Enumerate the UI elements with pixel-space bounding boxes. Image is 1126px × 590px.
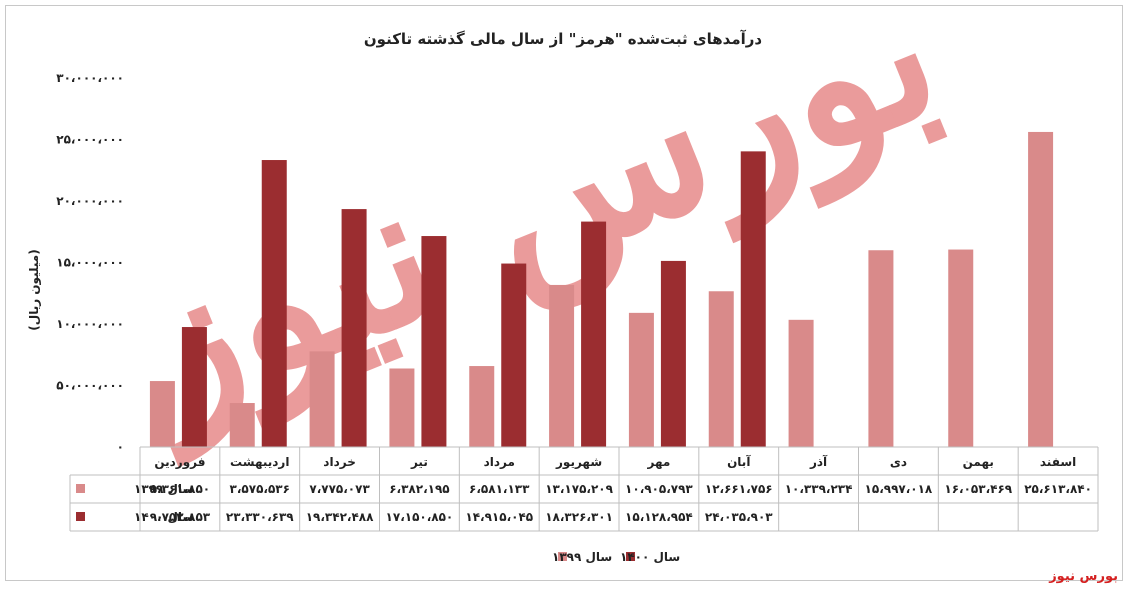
data-table: فروردین اردیبهشت خرداد تیر مرداد شهریور مهر آبا… (69, 446, 1099, 532)
data-label: ۲۵،۶۱۳،۸۴۰ (1024, 482, 1092, 496)
data-label: ۱۵،۹۹۷،۰۱۸ (865, 482, 933, 496)
data-label: ۱۰،۳۳۹،۲۳۴ (785, 482, 853, 496)
source-label: بورس نیوز (1049, 569, 1118, 584)
y-tick-label: ۱۰،۰۰۰،۰۰۰ (56, 317, 124, 331)
data-label: ۱۶،۰۵۳،۴۶۹ (944, 482, 1012, 496)
y-tick-label: ۳۰،۰۰۰،۰۰۰ (56, 71, 124, 85)
bar (708, 291, 734, 447)
bar (581, 221, 607, 447)
table-series-label: سال ۱۳۹۹ (134, 482, 194, 496)
legend-key (558, 552, 567, 561)
table-legend-key (76, 512, 85, 521)
legend: سال ۱۴۰۰ سال ۱۳۹۹ (552, 550, 680, 564)
data-label: ۳،۵۷۵،۵۳۶ (230, 482, 290, 496)
bar (501, 263, 527, 447)
data-label: ۱۷،۱۵۰،۸۵۰ (386, 510, 454, 524)
y-tick-label: ۵۰،۰۰۰،۰۰۰ (56, 379, 124, 393)
watermark-text: بورس نیوز (93, 0, 968, 468)
data-label: ۱۲،۶۶۱،۷۵۶ (705, 482, 773, 496)
x-tick-label: مهر (647, 455, 671, 469)
chart-title: درآمدهای ثبت‌شده "هرمز" از سال مالی گذشت… (364, 30, 763, 48)
data-label: ۲۳،۳۳۰،۶۳۹ (226, 510, 294, 524)
bar (389, 368, 415, 447)
bar (948, 249, 974, 447)
x-tick-label: اردیبهشت (230, 455, 289, 469)
y-tick-label: ۲۵،۰۰۰،۰۰۰ (56, 133, 124, 147)
y-axis: ۰ ۵۰،۰۰۰،۰۰۰ ۱۰،۰۰۰،۰۰۰ ۱۵،۰۰۰،۰۰۰ ۲۰،۰۰۰،۰۰… (56, 71, 124, 454)
y-axis-title: (میلیون ریال) (27, 249, 42, 330)
data-label: ۱۴،۹۱۵،۰۴۵ (465, 510, 533, 524)
table-series-label: سال ۱۴۰۰ (134, 510, 194, 524)
bar (181, 327, 207, 447)
bar (309, 351, 335, 447)
x-tick-label: شهریور (555, 455, 602, 470)
bar (549, 284, 575, 447)
legend-label: سال ۱۳۹۹ (552, 550, 612, 564)
data-label: ۶،۳۸۲،۱۹۵ (389, 482, 449, 496)
data-label: ۷،۷۷۵،۰۷۳ (309, 482, 370, 496)
x-tick-label: خرداد (323, 455, 356, 469)
data-label: ۵،۳۶۱،۸۵۰ (150, 482, 210, 496)
x-tick-label: اسفند (1040, 455, 1076, 469)
bar (229, 403, 255, 447)
bar (660, 260, 686, 447)
y-tick-label: ۲۰،۰۰۰،۰۰۰ (56, 194, 124, 208)
x-tick-label: آذر (809, 454, 828, 469)
bar (740, 151, 766, 447)
legend-key (626, 552, 635, 561)
bar (1028, 131, 1054, 447)
data-label: ۱۵،۱۲۸،۹۵۴ (625, 510, 693, 524)
data-label: ۶،۵۸۱،۱۳۳ (469, 482, 530, 496)
data-label: ۱۰،۹۰۵،۷۹۳ (625, 482, 693, 496)
watermark: بورس نیوز (93, 0, 968, 468)
table-legend-key (76, 484, 85, 493)
bar (788, 319, 814, 447)
data-label: ۱۳،۱۷۵،۲۰۹ (545, 482, 613, 496)
x-tick-label: آبان (727, 454, 751, 469)
x-tick-label: مرداد (484, 455, 515, 469)
x-tick-label: دی (890, 455, 907, 469)
bar (868, 250, 894, 447)
y-tick-label: ۰ (117, 440, 124, 454)
x-tick-label: فروردین (154, 455, 205, 470)
data-label: ۱۹،۳۴۲،۴۸۸ (306, 510, 374, 524)
bar (149, 381, 175, 447)
x-tick-label: بهمن (963, 455, 994, 469)
data-label: ۲۴،۰۳۵،۹۰۳ (705, 510, 773, 524)
bar (469, 366, 495, 447)
bar (261, 160, 287, 447)
bar (341, 209, 367, 447)
bar (628, 312, 654, 447)
legend-label: سال ۱۴۰۰ (620, 550, 680, 564)
y-tick-label: ۱۵،۰۰۰،۰۰۰ (56, 256, 124, 270)
bars (149, 131, 1054, 447)
data-label: ۱۸،۳۲۶،۳۰۱ (545, 510, 613, 524)
x-tick-label: تیر (410, 455, 428, 469)
data-label: ۹،۷۵۲،۸۵۳ (150, 510, 211, 524)
bar (421, 236, 447, 447)
